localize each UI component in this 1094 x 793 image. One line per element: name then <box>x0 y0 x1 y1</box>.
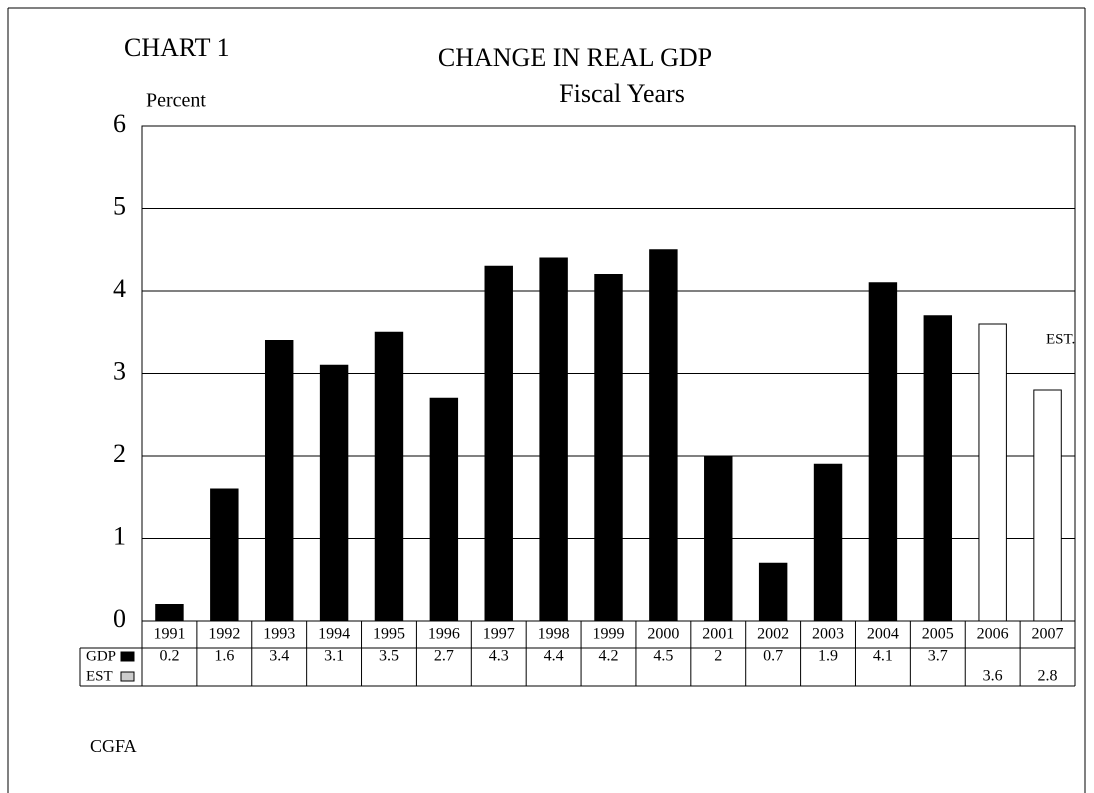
x-tick-label: 1995 <box>373 626 405 643</box>
x-tick-label: 2005 <box>922 626 954 643</box>
bar <box>210 488 239 622</box>
x-tick-label: 1993 <box>263 626 295 643</box>
x-tick-label: 1992 <box>208 626 240 643</box>
chart-title: CHANGE IN REAL GDP <box>438 43 712 72</box>
bar <box>429 397 459 622</box>
x-tick-label: 1997 <box>483 626 515 643</box>
data-label: 4.4 <box>544 648 564 665</box>
data-label: 3.5 <box>379 648 399 665</box>
x-tick-label: 2004 <box>867 626 899 643</box>
bar <box>374 331 404 622</box>
bar <box>264 340 294 622</box>
x-tick-label: 2006 <box>977 626 1009 643</box>
x-tick-label: 2001 <box>702 626 734 643</box>
bar <box>923 315 953 622</box>
bar <box>1033 389 1062 622</box>
bar <box>155 604 184 622</box>
data-label: 4.2 <box>599 648 619 665</box>
y-tick-label: 6 <box>113 109 126 138</box>
x-tick-label: 2007 <box>1032 626 1064 643</box>
x-tick-label: 1998 <box>538 626 570 643</box>
chart-label: CHART 1 <box>124 33 230 62</box>
data-label: 3.7 <box>928 648 948 665</box>
bar <box>758 562 788 622</box>
data-label: 1.9 <box>818 648 838 665</box>
annotation: EST. <box>1046 331 1075 347</box>
x-tick-label: 1994 <box>318 626 350 643</box>
data-label: 2.8 <box>1038 668 1058 685</box>
y-tick-label: 3 <box>113 356 126 385</box>
x-tick-label: 2000 <box>647 626 679 643</box>
y-tick-label: 4 <box>113 274 126 303</box>
data-label: 4.5 <box>653 648 673 665</box>
bar <box>594 274 623 622</box>
data-label: 2.7 <box>434 648 454 665</box>
bar <box>978 323 1007 622</box>
legend-label: GDP <box>86 648 116 664</box>
x-tick-label: 2002 <box>757 626 789 643</box>
data-label: 3.1 <box>324 648 344 665</box>
bar <box>704 455 733 622</box>
bar <box>484 265 513 622</box>
y-tick-label: 1 <box>113 521 126 550</box>
bar <box>539 257 568 622</box>
source: CGFA <box>90 736 137 756</box>
bar <box>319 364 349 622</box>
x-tick-label: 2003 <box>812 626 844 643</box>
legend-label: EST <box>86 668 113 684</box>
y-axis-label: Percent <box>146 90 206 112</box>
data-label: 0.7 <box>763 648 783 665</box>
x-tick-label: 1999 <box>593 626 625 643</box>
data-label: 4.3 <box>489 648 509 665</box>
data-label: 1.6 <box>214 648 234 665</box>
data-label: 3.6 <box>983 668 1003 685</box>
chart-subtitle: Fiscal Years <box>559 79 685 108</box>
x-tick-label: 1991 <box>153 626 185 643</box>
legend-swatch <box>120 671 135 682</box>
bar <box>649 249 678 622</box>
y-tick-label: 0 <box>113 604 126 633</box>
data-label: 2 <box>714 648 722 665</box>
y-tick-label: 2 <box>113 439 126 468</box>
data-label: 4.1 <box>873 648 893 665</box>
data-label: 3.4 <box>269 648 289 665</box>
legend-swatch <box>120 651 135 662</box>
x-tick-label: 1996 <box>428 626 460 643</box>
bar <box>813 463 843 622</box>
y-tick-label: 5 <box>113 191 126 220</box>
data-label: 0.2 <box>159 648 179 665</box>
bar <box>868 282 898 622</box>
